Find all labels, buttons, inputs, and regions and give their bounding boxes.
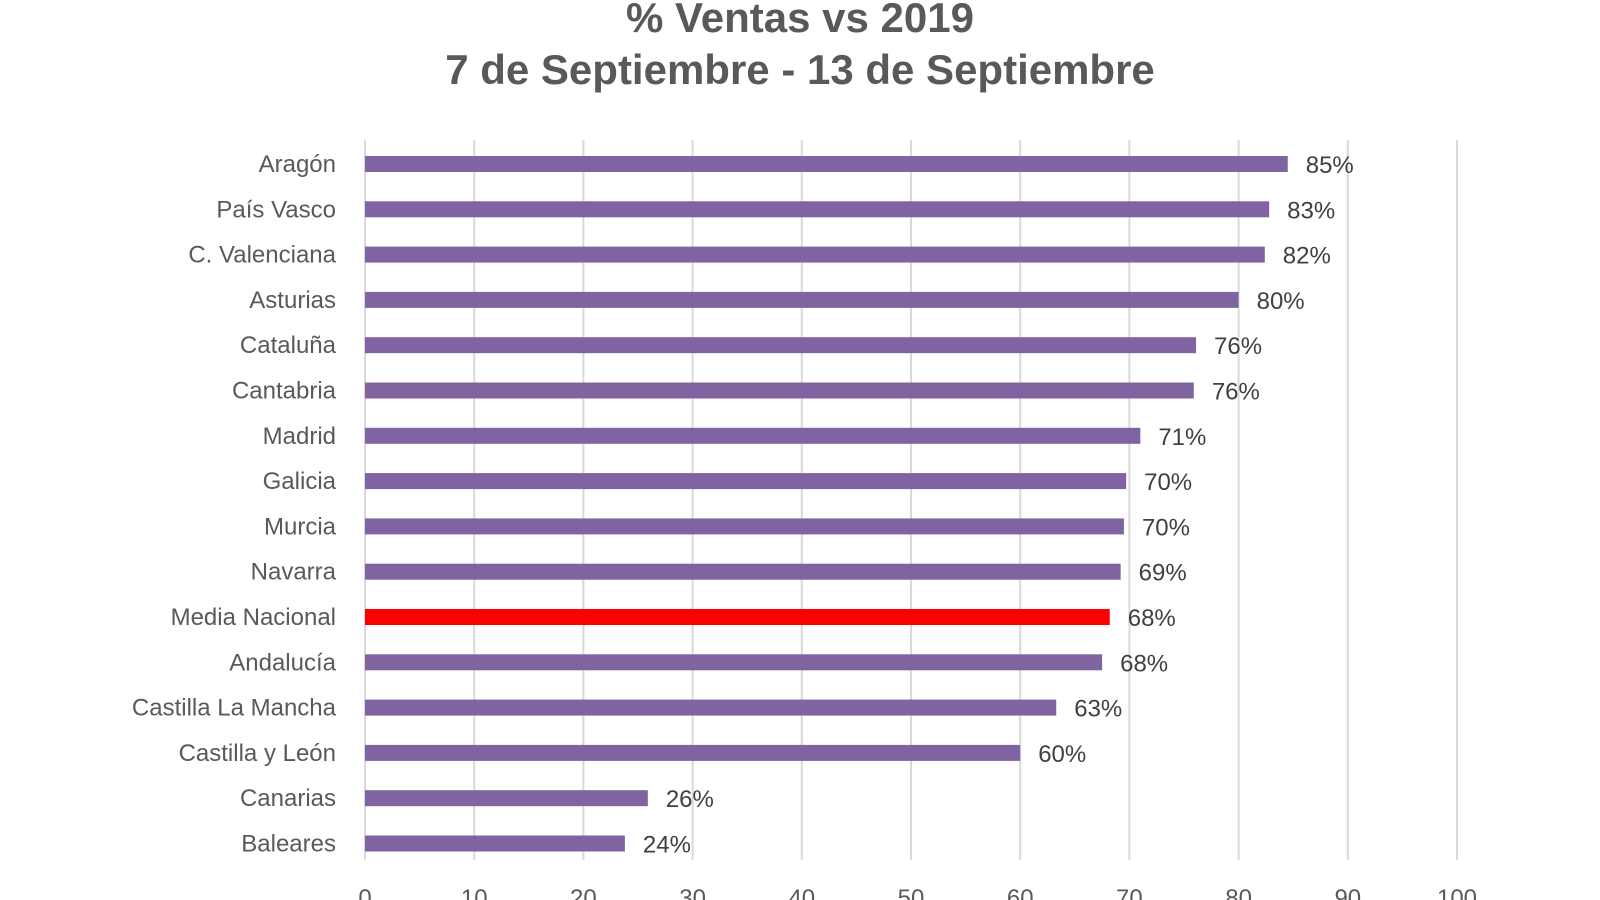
data-label: 63% — [1074, 696, 1122, 723]
category-label: Castilla La Mancha — [132, 695, 337, 722]
x-tick-label: 30 — [679, 885, 706, 900]
bar-highlight — [365, 609, 1110, 625]
category-label: Castilla y León — [179, 740, 336, 767]
bar — [365, 382, 1194, 399]
data-label: 85% — [1306, 152, 1354, 179]
x-tick-label: 60 — [1007, 885, 1034, 900]
bar — [365, 835, 625, 852]
category-labels: Aragón País Vasco C. Valenciana Asturias Cat… — [132, 151, 337, 858]
x-tick-label: 90 — [1334, 885, 1361, 900]
data-label: 70% — [1142, 514, 1190, 541]
data-label: 60% — [1038, 741, 1086, 768]
category-label: Aragón — [259, 151, 336, 178]
bar — [365, 790, 648, 807]
category-label: Navarra — [251, 559, 337, 586]
data-label: 76% — [1214, 333, 1262, 360]
bar — [365, 744, 1021, 761]
x-tick-label: 40 — [788, 885, 815, 900]
data-label: 24% — [643, 832, 691, 859]
category-label: Galicia — [263, 468, 337, 495]
x-tick-label: 0 — [358, 885, 371, 900]
bar — [365, 563, 1121, 580]
category-label: Andalucía — [229, 649, 336, 676]
category-label: Asturias — [249, 287, 336, 314]
bar — [365, 654, 1103, 671]
category-label: Media Nacional — [171, 604, 336, 631]
data-label: 76% — [1212, 379, 1260, 406]
data-label: 82% — [1283, 243, 1331, 270]
data-label: 68% — [1120, 650, 1168, 677]
data-label: 71% — [1158, 424, 1206, 451]
data-label: 70% — [1144, 469, 1192, 496]
data-label: 69% — [1139, 560, 1187, 587]
bar — [365, 473, 1127, 490]
category-label: Baleares — [241, 831, 336, 858]
x-tick-label: 70 — [1116, 885, 1143, 900]
x-tick-label: 20 — [570, 885, 597, 900]
x-tick-label: 50 — [898, 885, 925, 900]
category-label: C. Valenciana — [188, 242, 336, 269]
x-tick-label: 10 — [461, 885, 488, 900]
category-label: Canarias — [240, 785, 336, 812]
data-label: 26% — [666, 786, 714, 813]
category-label: Cantabria — [232, 378, 337, 405]
category-label: Cataluña — [240, 332, 337, 359]
x-tick-label: 80 — [1225, 885, 1252, 900]
data-labels: 85%83%82%80%76%76%71%70%70%69%68%68%63%6… — [643, 152, 1354, 859]
bar — [365, 246, 1265, 263]
category-label: Madrid — [263, 423, 336, 450]
category-label: País Vasco — [216, 196, 336, 223]
data-label: 83% — [1287, 197, 1335, 224]
bar — [365, 291, 1239, 308]
bar — [365, 156, 1288, 172]
data-label: 80% — [1257, 288, 1305, 315]
x-tick-label: 100 — [1437, 885, 1477, 900]
data-label: 68% — [1128, 605, 1176, 632]
bars — [365, 156, 1288, 852]
chart-title: % Ventas vs 2019 — [626, 0, 974, 41]
chart-subtitle: 7 de Septiembre - 13 de Septiembre — [445, 46, 1155, 93]
bar — [365, 427, 1141, 444]
bar — [365, 518, 1124, 535]
category-label: Murcia — [264, 513, 337, 540]
bar — [365, 337, 1197, 354]
bar — [365, 201, 1270, 218]
bar — [365, 699, 1057, 716]
x-axis-tick-labels: 0 10 20 30 40 50 60 70 80 90 100 — [358, 885, 1477, 900]
